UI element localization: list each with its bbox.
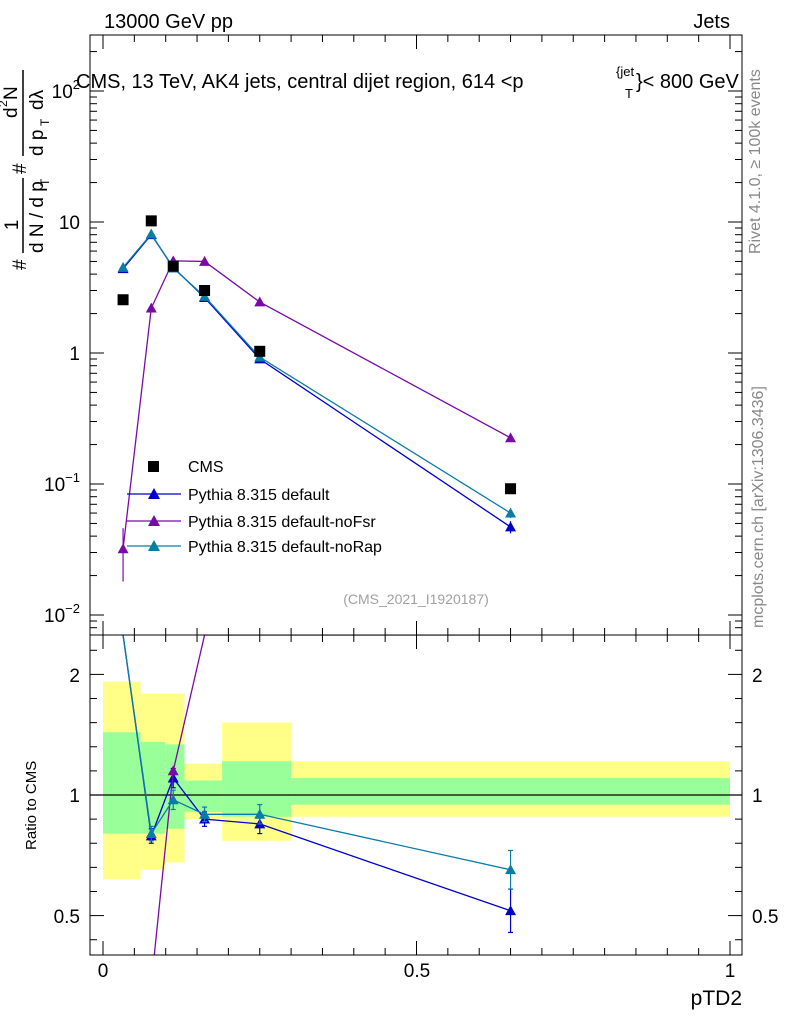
main-point-noRap-5 <box>505 507 517 518</box>
ratio-line-noFsr <box>153 635 511 955</box>
legend-marker-cms <box>148 461 159 472</box>
ylabel-frac2-den-lambda: dλ <box>27 89 48 110</box>
legend-marker-nofsr <box>148 515 160 526</box>
main-point-noRap-0 <box>117 261 129 272</box>
ylabel-frac2-den: d p <box>27 130 48 156</box>
ratio-point-noRap-2 <box>167 794 179 805</box>
ratio-ytick-label-right-2: 2 <box>752 666 763 687</box>
ratio-point-noRap-4 <box>254 808 266 819</box>
header-process: 13000 GeV pp <box>104 11 233 33</box>
main-point-noFsr-3 <box>199 255 211 266</box>
ratio-point-default-5 <box>505 905 517 916</box>
legend-label-norap: Pythia 8.315 default-noRap <box>188 539 382 556</box>
main-y-tick-labels: 102 10 1 10−1 10−2 <box>44 77 80 627</box>
ytick-label-10: 10 <box>59 213 80 234</box>
ylabel-frac2-num-n: N <box>1 86 22 100</box>
ytick-label-1: 1 <box>69 344 80 365</box>
ylabel-frac1-den: d N / d p <box>27 181 48 253</box>
ytick-label-100: 102 <box>52 77 80 103</box>
main-line-default <box>122 233 511 528</box>
cms-data-point-2 <box>167 260 179 272</box>
ylabel-hash-1: # <box>10 259 31 270</box>
main-line-noFsr <box>122 260 511 549</box>
ratio-line-noRap <box>122 635 511 871</box>
ratio-point-default-2 <box>167 772 179 783</box>
main-line-noRap <box>122 232 511 514</box>
ratio-point-noRap-3 <box>199 808 211 819</box>
main-point-noFsr-4 <box>254 296 266 307</box>
ylabel-frac1-den-sub: T <box>38 178 52 186</box>
ylabel-frac2-num-sup: 2 <box>0 100 10 107</box>
ratio-uncertainty-bands <box>90 681 742 880</box>
band-inner-5 <box>291 778 730 805</box>
mcplots-credit-label: mcplots.cern.ch [arXiv:1306.3436] <box>750 386 767 628</box>
cms-data-point-3 <box>199 284 211 296</box>
ylabel-hash-2: # <box>10 163 31 174</box>
legend-label-cms: CMS <box>188 459 224 476</box>
legend: CMS Pythia 8.315 default Pythia 8.315 de… <box>127 459 382 556</box>
legend-marker-default <box>148 488 160 499</box>
ratio-ytick-label-right-1: 1 <box>752 786 763 807</box>
ratio-point-noRap-5 <box>505 864 517 875</box>
cms-data-point-5 <box>505 483 517 495</box>
ytick-label-0.01: 10−2 <box>44 601 80 627</box>
ratio-y-axis-label: Ratio to CMS <box>23 761 40 850</box>
legend-label-nofsr: Pythia 8.315 default-noFsr <box>188 514 376 531</box>
ratio-ytick-label-1: 1 <box>69 786 80 807</box>
main-point-noFsr-1 <box>145 302 157 313</box>
plot-title-main: CMS, 13 TeV, AK4 jets, central dijet reg… <box>76 71 524 93</box>
legend-marker-norap <box>148 540 160 551</box>
main-y-axis-label: # 1 d N / d p T # d 2 N d p T dλ <box>0 70 52 270</box>
ratio-ytick-label-0.5: 0.5 <box>54 907 80 928</box>
x-axis-label: pTD2 <box>691 987 742 1010</box>
main-series-layer <box>117 215 517 582</box>
band-inner-2 <box>165 744 185 829</box>
main-point-noFsr-5 <box>505 432 517 443</box>
ylabel-frac2-den-sub: T <box>38 118 52 126</box>
cms-data-point-0 <box>117 294 129 306</box>
plot-title-tail: }< 800 GeV <box>636 71 740 93</box>
cms-data-point-1 <box>145 215 157 227</box>
analysis-id-watermark: (CMS_2021_I1920187) <box>343 591 489 607</box>
ylabel-frac2-num-d: d <box>1 107 22 118</box>
ylabel-frac1-num: 1 <box>2 220 23 231</box>
ratio-point-noFsr-2 <box>167 765 179 776</box>
cms-data-point-4 <box>254 345 266 357</box>
rivet-version-label: Rivet 4.1.0, ≥ 100k events <box>747 69 764 254</box>
main-point-default-5 <box>505 521 517 532</box>
ratio-point-noRap-1 <box>145 828 157 838</box>
axis-ticks <box>90 35 742 955</box>
x-tick-labels: 0 0.5 1 <box>98 961 736 982</box>
plot-title: CMS, 13 TeV, AK4 jets, central dijet reg… <box>76 64 740 101</box>
band-inner-0 <box>103 732 141 834</box>
ratio-ytick-label-2: 2 <box>69 666 80 687</box>
xtick-label-1: 1 <box>725 961 736 982</box>
ytick-label-0.1: 10−1 <box>44 470 80 496</box>
plot-title-subscript: T <box>625 86 633 101</box>
main-point-noRap-1 <box>145 228 157 239</box>
ratio-series-layer <box>122 635 517 955</box>
ratio-ytick-label-right-0.5: 0.5 <box>752 907 778 928</box>
xtick-label-0: 0 <box>98 961 109 982</box>
header-category: Jets <box>693 11 730 33</box>
plot-title-superscript: {jet <box>616 64 634 79</box>
main-point-noFsr-0 <box>117 543 129 554</box>
xtick-label-0.5: 0.5 <box>404 961 430 982</box>
legend-label-default: Pythia 8.315 default <box>188 487 330 504</box>
band-inner-4 <box>222 761 292 817</box>
ratio-y-tick-labels: 0.5 1 2 0.5 1 2 <box>54 666 779 928</box>
